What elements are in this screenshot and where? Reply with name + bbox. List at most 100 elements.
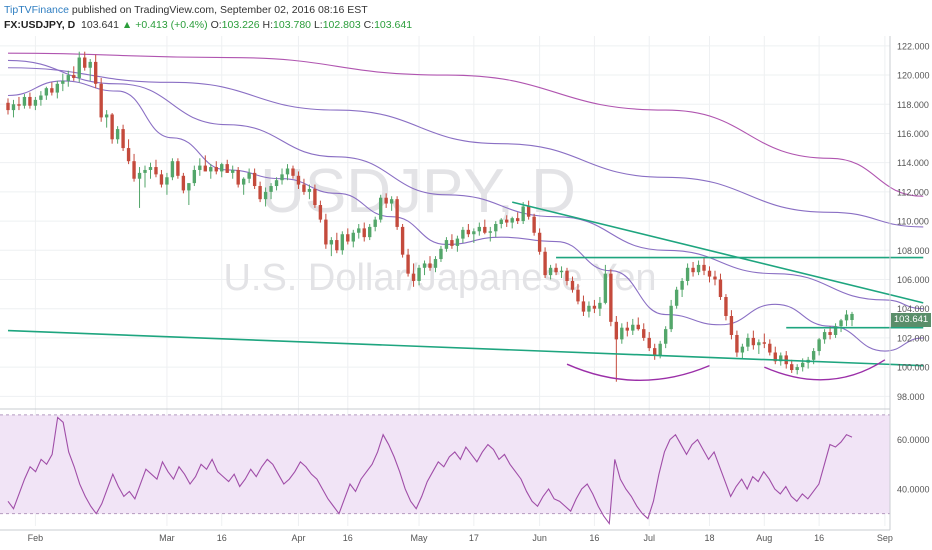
candle[interactable]: [477, 222, 482, 236]
candle[interactable]: [214, 161, 218, 175]
candle[interactable]: [61, 73, 65, 92]
candle[interactable]: [631, 318, 635, 335]
candle[interactable]: [110, 113, 114, 144]
candle[interactable]: [77, 51, 81, 83]
candle[interactable]: [241, 177, 246, 195]
candle[interactable]: [44, 86, 49, 100]
candle[interactable]: [296, 171, 301, 189]
candle[interactable]: [663, 326, 668, 349]
candle[interactable]: [285, 164, 290, 181]
candle[interactable]: [291, 165, 295, 179]
candle[interactable]: [104, 110, 109, 128]
candle[interactable]: [428, 256, 432, 271]
candle[interactable]: [488, 226, 492, 242]
candle[interactable]: [461, 226, 465, 243]
candle[interactable]: [236, 167, 240, 188]
candle[interactable]: [209, 164, 213, 179]
candle[interactable]: [395, 196, 399, 230]
candle[interactable]: [6, 98, 10, 115]
candle[interactable]: [137, 167, 142, 208]
candle[interactable]: [384, 193, 388, 208]
candle[interactable]: [483, 219, 487, 235]
publisher-link[interactable]: TipTVFinance: [4, 4, 69, 16]
candle[interactable]: [543, 247, 547, 279]
candle[interactable]: [247, 168, 251, 184]
candle[interactable]: [548, 264, 553, 280]
candle[interactable]: [570, 276, 575, 293]
candle[interactable]: [55, 80, 60, 99]
candle[interactable]: [779, 352, 783, 366]
candle[interactable]: [72, 66, 76, 81]
candle[interactable]: [642, 323, 646, 341]
candle[interactable]: [39, 91, 43, 106]
candle[interactable]: [50, 82, 54, 96]
candle[interactable]: [762, 333, 766, 349]
candle[interactable]: [751, 330, 756, 350]
candle[interactable]: [280, 168, 284, 185]
candle[interactable]: [466, 224, 471, 238]
candle[interactable]: [680, 278, 684, 298]
candle[interactable]: [28, 92, 32, 109]
candle[interactable]: [718, 273, 723, 300]
candle[interactable]: [598, 297, 602, 316]
candle[interactable]: [620, 323, 624, 344]
candle[interactable]: [510, 216, 514, 229]
candle[interactable]: [170, 158, 175, 181]
candle[interactable]: [318, 200, 323, 223]
candle[interactable]: [324, 213, 328, 249]
candle[interactable]: [411, 263, 416, 287]
candle[interactable]: [729, 310, 734, 340]
candle[interactable]: [773, 346, 777, 365]
candle[interactable]: [537, 228, 542, 255]
candle[interactable]: [154, 159, 158, 178]
candle[interactable]: [346, 228, 350, 245]
candle[interactable]: [625, 321, 629, 337]
candle[interactable]: [592, 299, 597, 314]
candle[interactable]: [839, 318, 843, 333]
candle[interactable]: [833, 323, 838, 338]
candle[interactable]: [422, 260, 427, 276]
candle[interactable]: [274, 177, 279, 191]
candle[interactable]: [817, 337, 821, 356]
candle[interactable]: [335, 232, 339, 254]
candle[interactable]: [850, 311, 854, 327]
candle[interactable]: [757, 339, 761, 354]
candle[interactable]: [587, 301, 591, 318]
candle[interactable]: [746, 333, 750, 352]
candle[interactable]: [494, 221, 498, 238]
candle[interactable]: [724, 294, 728, 321]
candle[interactable]: [357, 224, 361, 239]
candle[interactable]: [368, 224, 372, 241]
candle[interactable]: [263, 187, 268, 207]
candle[interactable]: [400, 224, 405, 258]
candle[interactable]: [389, 196, 394, 211]
candle[interactable]: [83, 51, 87, 71]
candle[interactable]: [378, 194, 383, 223]
candle[interactable]: [302, 178, 306, 195]
candle[interactable]: [559, 266, 564, 279]
candle[interactable]: [713, 270, 717, 286]
candle[interactable]: [340, 231, 344, 255]
candle[interactable]: [66, 70, 70, 87]
candle[interactable]: [450, 234, 454, 249]
candle[interactable]: [702, 257, 706, 276]
candle[interactable]: [439, 245, 443, 262]
candle[interactable]: [505, 215, 509, 227]
candle[interactable]: [176, 158, 180, 179]
candle[interactable]: [33, 96, 38, 111]
candle[interactable]: [707, 266, 712, 283]
candle[interactable]: [433, 256, 438, 273]
candle[interactable]: [269, 183, 273, 200]
candle[interactable]: [126, 139, 131, 165]
candle[interactable]: [187, 183, 191, 206]
candle[interactable]: [99, 77, 103, 122]
candle[interactable]: [132, 153, 136, 182]
candle[interactable]: [499, 218, 503, 229]
candle[interactable]: [258, 181, 262, 203]
candle[interactable]: [609, 269, 613, 327]
candle[interactable]: [198, 158, 202, 176]
candle[interactable]: [159, 169, 164, 188]
candle[interactable]: [554, 263, 558, 276]
candle[interactable]: [795, 364, 799, 375]
candle[interactable]: [220, 162, 224, 178]
